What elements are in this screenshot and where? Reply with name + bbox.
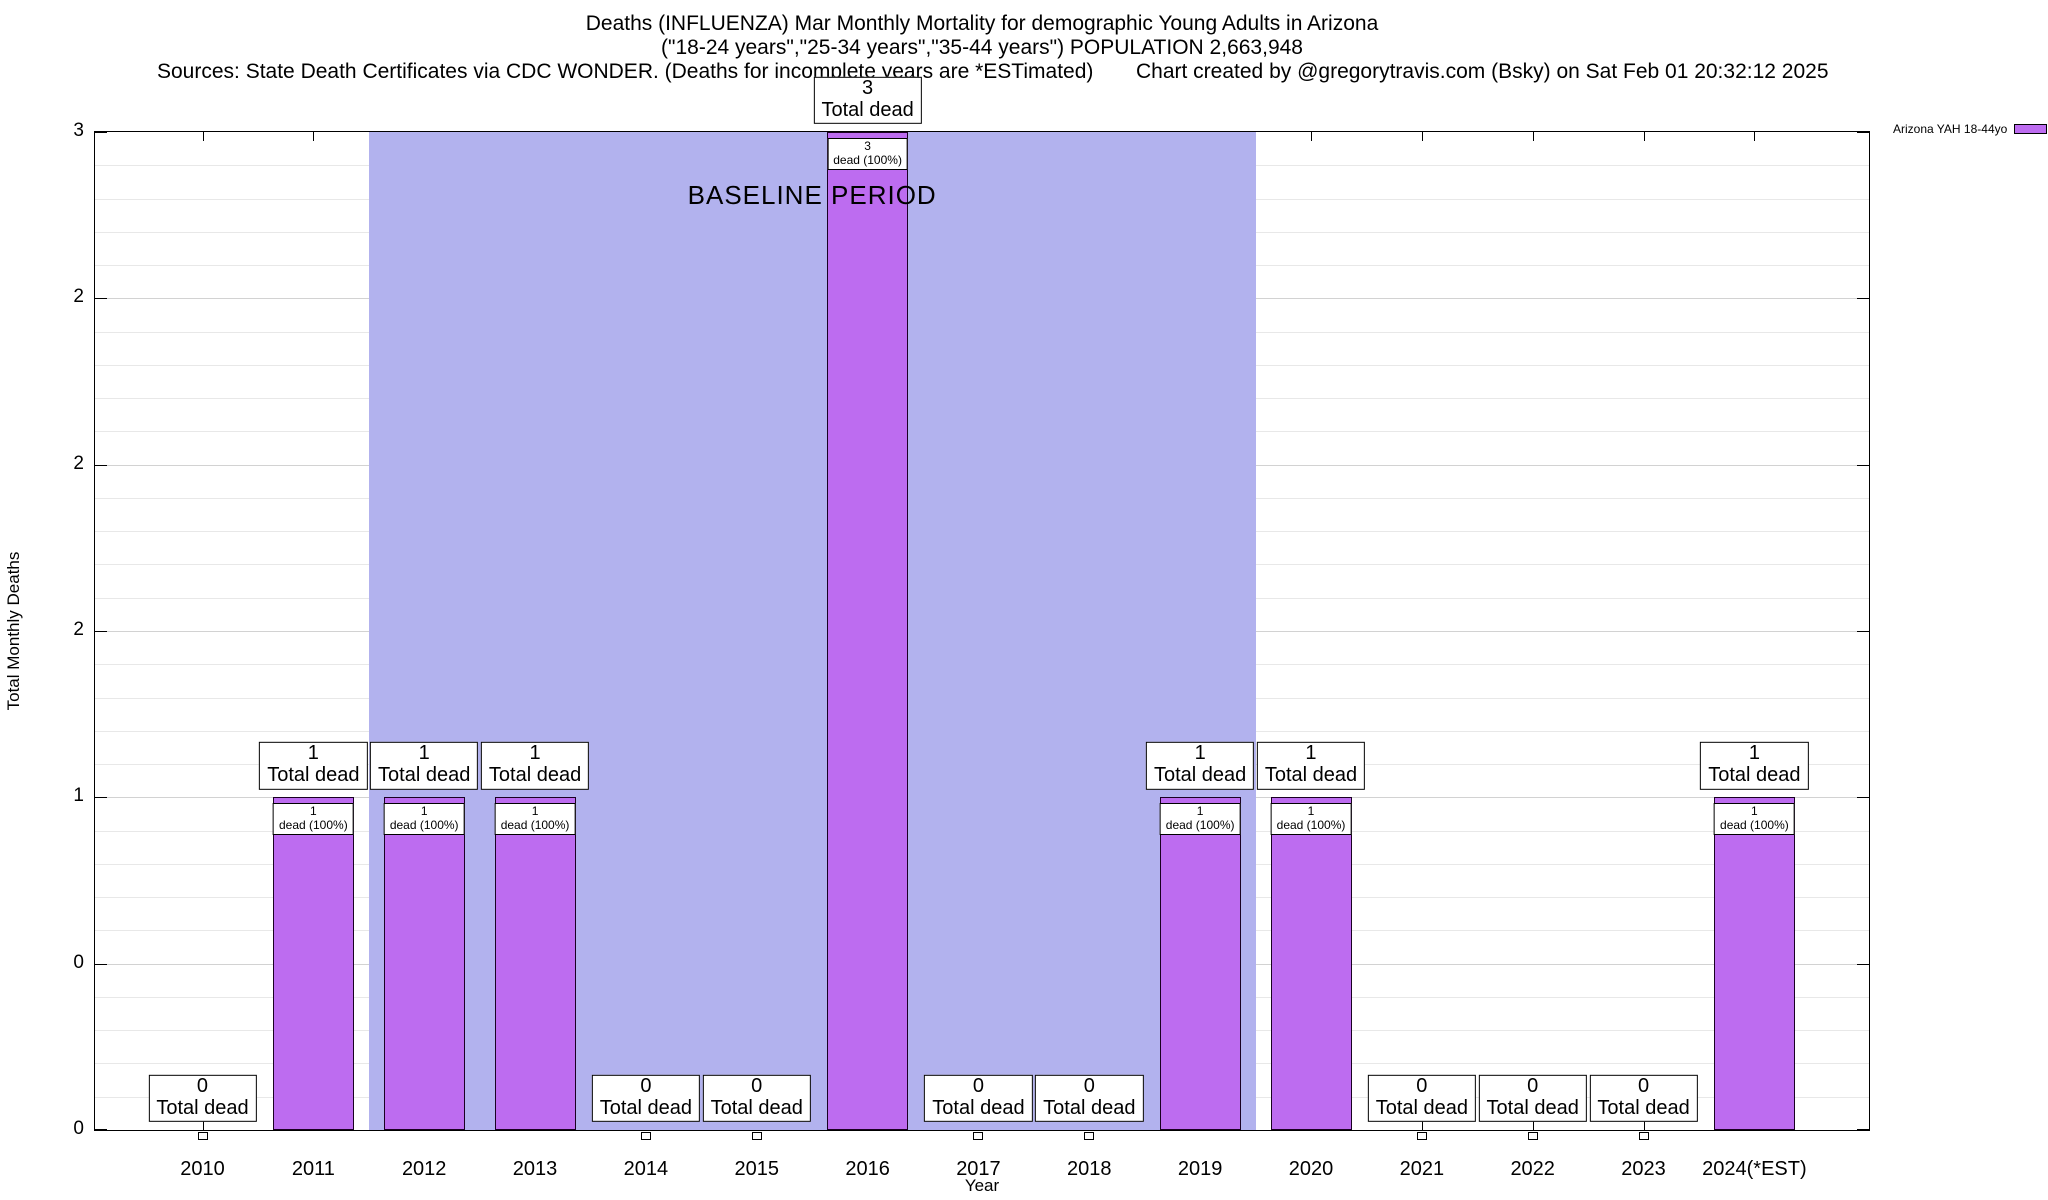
bar-2019 (1159, 797, 1241, 1130)
x-tick-label-2019: 2019 (1177, 1158, 1223, 1180)
y-tick-label: 3 (73, 120, 84, 141)
x-tick-label-2010: 2010 (180, 1158, 225, 1180)
x-axis-title: Year (964, 1176, 1000, 1195)
total-dead-label-2019: 1 Total dead (1145, 742, 1255, 790)
total-dead-label-2022: 0 Total dead (1478, 1074, 1587, 1122)
total-dead-label-2021: 0 Total dead (1367, 1074, 1476, 1122)
y-tick-mark (95, 964, 107, 965)
y-tick-label: 2 (73, 452, 84, 474)
x-tick-label-2016: 2016 (845, 1158, 890, 1180)
x-tick-mark (1644, 132, 1645, 141)
x-tick-label-2013: 2013 (512, 1158, 558, 1180)
y-tick-label: 0 (73, 951, 84, 973)
bar-2016 (827, 132, 909, 1130)
zero-bar-marker-2015 (751, 1132, 762, 1140)
legend: Arizona YAH 18-44yo (1893, 122, 2048, 136)
x-tick-mark (1533, 1121, 1534, 1130)
x-tick-mark (1311, 132, 1312, 141)
total-dead-label-2011: 1 Total dead (259, 742, 368, 790)
y-tick-mark (95, 797, 107, 798)
bar-inner-label-2011: 1 dead (100%) (272, 803, 354, 835)
bar-2020 (1270, 797, 1352, 1130)
bar-inner-label-2013: 1 dead (100%) (494, 803, 576, 835)
baseline-period-label: BASELINE PERIOD (687, 180, 937, 210)
x-tick-mark (313, 132, 314, 141)
bar-inner-label-2020: 1 dead (100%) (1270, 803, 1352, 835)
x-tick-label-2017: 2017 (956, 1158, 1001, 1180)
y-tick-mark (95, 1129, 107, 1130)
zero-bar-marker-2021 (1416, 1132, 1427, 1140)
x-tick-label-2022: 2022 (1510, 1158, 1555, 1180)
x-tick-label-2020: 2020 (1288, 1158, 1334, 1180)
bar-inner-label-2024(*EST): 1 dead (100%) (1714, 803, 1795, 835)
bar-inner-label-2012: 1 dead (100%) (383, 803, 465, 835)
bar-2024(*EST) (1713, 797, 1795, 1130)
bar-inner-label-2016: 3 dead (100%) (827, 138, 908, 170)
zero-bar-marker-2014 (640, 1132, 651, 1140)
zero-bar-marker-2017 (973, 1132, 984, 1140)
bar-2011 (272, 797, 354, 1130)
y-tick-label: 1 (73, 785, 84, 807)
chart-title: Deaths (INFLUENZA) Mar Monthly Mortality… (585, 12, 1379, 35)
total-dead-label-2012: 1 Total dead (370, 742, 479, 790)
x-tick-mark (1422, 132, 1423, 141)
total-dead-label-2015: 0 Total dead (702, 1074, 811, 1122)
x-tick-label-2018: 2018 (1067, 1158, 1112, 1180)
legend-label: Arizona YAH 18-44yo (1893, 122, 2008, 136)
x-tick-mark (203, 1121, 204, 1130)
y-tick-mark (95, 132, 107, 133)
x-tick-label-2023: 2023 (1621, 1158, 1666, 1180)
legend-swatch (2014, 124, 2048, 134)
x-tick-mark (1754, 132, 1755, 141)
x-tick-mark (203, 132, 204, 141)
x-tick-label-2024(*EST): 2024(*EST) (1702, 1158, 1807, 1180)
x-tick-label-2011: 2011 (291, 1158, 335, 1180)
total-dead-label-2013: 1 Total dead (480, 742, 590, 790)
x-tick-mark (1533, 132, 1534, 141)
total-dead-label-2018: 0 Total dead (1035, 1074, 1144, 1122)
x-tick-label-2012: 2012 (401, 1158, 447, 1180)
y-tick-mark (1857, 1129, 1869, 1130)
zero-bar-marker-2023 (1638, 1132, 1649, 1140)
y-tick-mark (95, 631, 107, 632)
zero-bar-marker-2022 (1527, 1132, 1538, 1140)
bar-2012 (383, 797, 465, 1130)
y-tick-mark (95, 298, 107, 299)
x-tick-label-2015: 2015 (734, 1158, 780, 1180)
y-tick-mark (1857, 964, 1869, 965)
chart-credit: Chart created by @gregorytravis.com (Bsk… (1136, 60, 1829, 83)
x-tick-mark (1422, 1121, 1423, 1130)
y-tick-mark (95, 465, 107, 466)
total-dead-label-2023: 0 Total dead (1589, 1074, 1698, 1122)
y-tick-mark (1857, 797, 1869, 798)
y-tick-mark (1857, 132, 1869, 133)
chart-sources: Sources: State Death Certificates via CD… (157, 60, 1094, 83)
plot-area: BASELINE PERIOD 0 Total dead 1 dead (100%) 1 T… (94, 76, 1870, 1140)
y-tick-mark (1857, 298, 1869, 299)
y-tick-mark (1857, 465, 1869, 466)
y-tick-label: 2 (73, 286, 84, 308)
total-dead-label-2010: 0 Total dead (148, 1074, 257, 1122)
total-dead-label-2020: 1 Total dead (1256, 742, 1366, 790)
zero-bar-marker-2010 (197, 1132, 208, 1140)
chart-subtitle: ("18-24 years","25-34 years","35-44 year… (661, 36, 1303, 59)
y-tick-label: 2 (73, 619, 84, 640)
total-dead-label-2016: 3 Total dead (813, 76, 922, 124)
total-dead-label-2017: 0 Total dead (924, 1074, 1033, 1122)
bar-inner-label-2019: 1 dead (100%) (1159, 803, 1241, 835)
bar-2013 (494, 797, 576, 1130)
y-tick-label: 0 (73, 1118, 84, 1139)
total-dead-label-2014: 0 Total dead (591, 1074, 701, 1122)
y-tick-mark (1857, 631, 1869, 632)
zero-bar-marker-2018 (1084, 1132, 1095, 1140)
x-tick-label-2021: 2021 (1399, 1158, 1445, 1180)
total-dead-label-2024(*EST): 1 Total dead (1700, 742, 1809, 790)
x-tick-label-2014: 2014 (623, 1158, 669, 1180)
x-tick-mark (1644, 1121, 1645, 1130)
